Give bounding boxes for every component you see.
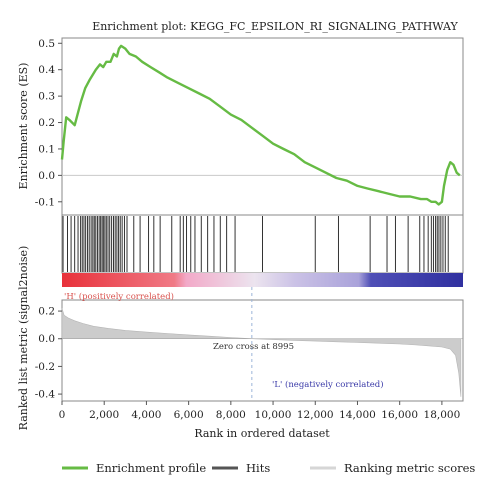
legend-label: Hits [246, 461, 270, 475]
x-tick-label: 16,000 [381, 409, 418, 421]
es-panel [61, 37, 464, 216]
metric-y-tick-label: 0.0 [38, 333, 55, 345]
es-y-tick-label: 0.5 [38, 38, 55, 50]
legend-label: Enrichment profile [96, 461, 206, 475]
metric-layer [61, 308, 463, 397]
x-tick-label: 18,000 [424, 409, 461, 421]
x-tick-label: 0 [59, 409, 66, 421]
es-y-axis-label: Enrichment score (ES) [17, 63, 30, 190]
x-tick-label: 6,000 [174, 409, 204, 421]
metric-panel [61, 299, 464, 402]
x-axis-label: Rank in ordered dataset [194, 427, 330, 440]
enrichment-profile-line [60, 44, 461, 206]
metric-y-axis-label: Ranked list metric (signal2noise) [17, 246, 30, 431]
es-y-tick-label: 0.4 [38, 64, 55, 76]
hits-layer [62, 216, 449, 272]
es-layer [60, 44, 463, 206]
legend: Enrichment profile Hits Ranking metric sco… [62, 461, 475, 475]
chart-title: Enrichment plot: KEGG_FC_EPSILON_RI_SIGN… [92, 20, 458, 33]
axis-layer: 0.5 0.4 0.3 0.2 0.1 0.0 -0.1 0.2 0.0 -0.2 -0.40 2,0… [35, 38, 461, 421]
x-tick-label: 14,000 [339, 409, 376, 421]
es-y-tick-label: 0.2 [38, 117, 55, 129]
zero-cross-label: Zero cross at 8995 [213, 342, 294, 352]
x-tick-label: 2,000 [89, 409, 119, 421]
metric-y-tick-label: -0.4 [35, 389, 56, 401]
metric-y-tick-label: 0.2 [38, 306, 55, 318]
x-tick-label: 4,000 [131, 409, 161, 421]
es-y-tick-label: -0.1 [35, 196, 55, 208]
x-tick-label: 12,000 [297, 409, 334, 421]
negative-correlated-label: 'L' (negatively correlated) [272, 379, 384, 390]
ranking-metric-area [61, 308, 462, 397]
es-y-tick-label: 0.0 [38, 170, 55, 182]
positive-correlated-label: 'H' (positively correlated) [64, 291, 174, 302]
x-tick-label: 10,000 [255, 409, 292, 421]
metric-y-tick-label: -0.2 [35, 361, 55, 373]
x-tick-label: 8,000 [216, 409, 246, 421]
correlation-band [62, 273, 463, 401]
es-y-tick-label: 0.1 [38, 143, 55, 155]
correlation-band-bar [62, 273, 463, 287]
es-y-tick-label: 0.3 [38, 91, 55, 103]
legend-label: Ranking metric scores [344, 461, 475, 475]
